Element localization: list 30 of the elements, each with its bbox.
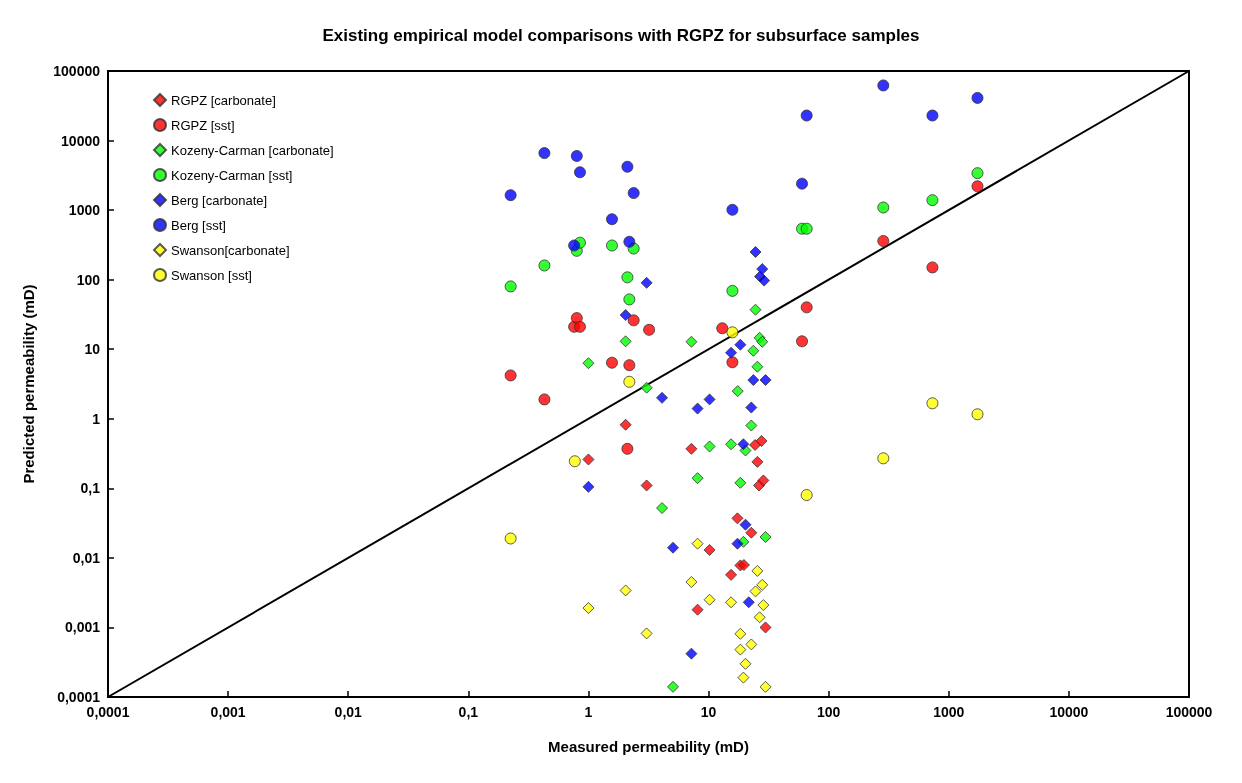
- x-axis-title: Measured permeability (mD): [548, 738, 749, 755]
- y-tick-label: 1: [92, 410, 101, 427]
- x-tick-label: 0,01: [334, 704, 363, 720]
- y-tick-label: 10: [84, 341, 101, 358]
- y-tick-label: 0,1: [80, 480, 101, 497]
- y-tick-label: 100000: [53, 63, 101, 79]
- legend-label: Swanson[carbonate]: [171, 242, 290, 258]
- y-tick-label: 0,01: [72, 549, 101, 566]
- legend-label: RGPZ [sst]: [171, 117, 235, 133]
- y-axis-title: Predicted permeability (mD): [20, 284, 37, 484]
- y-tick-label: 0,001: [64, 619, 101, 636]
- x-tick-label: 0,1: [458, 704, 479, 720]
- x-tick-label: 0,001: [210, 704, 246, 720]
- x-tick-label: 100000: [1165, 704, 1213, 720]
- legend-label: Berg [sst]: [171, 217, 226, 233]
- y-tick-label: 1000: [68, 202, 101, 219]
- x-tick-label: 100: [816, 704, 841, 720]
- y-tick-label: 0,0001: [57, 689, 101, 705]
- x-tick-label: 1: [584, 704, 593, 720]
- chart-title: Existing empirical model comparisons with RGPZ for subsurface samples: [322, 26, 920, 45]
- legend-label: Swanson [sst]: [171, 267, 252, 283]
- x-tick-label: 10000: [1049, 704, 1089, 720]
- legend-label: RGPZ [carbonate]: [171, 92, 276, 108]
- legend-label: Kozeny-Carman [sst]: [171, 167, 293, 183]
- legend-label: Berg [carbonate]: [171, 192, 268, 208]
- x-tick-label: 10: [700, 704, 717, 720]
- y-tick-label: 10000: [61, 132, 101, 149]
- x-tick-label: 1000: [933, 704, 965, 720]
- y-tick-label: 100: [76, 271, 101, 288]
- legend-label: Kozeny-Carman [carbonate]: [171, 142, 334, 158]
